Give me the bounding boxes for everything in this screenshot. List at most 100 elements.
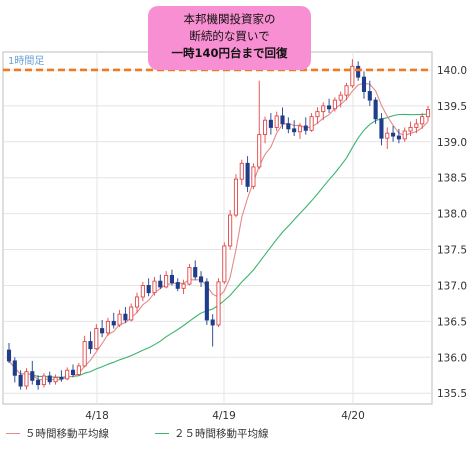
candle-body	[315, 111, 320, 118]
candle-body	[47, 375, 52, 383]
candle-body	[350, 65, 355, 87]
candle-body	[70, 369, 76, 375]
plot-background	[2, 51, 433, 405]
callout-line-2: 断続的な買いで	[189, 29, 270, 43]
candle-body	[367, 91, 372, 101]
x-tick-label: 4/18	[85, 410, 109, 422]
candle-body	[24, 371, 29, 387]
y-tick-label: 139.0	[437, 137, 467, 149]
candle-body	[140, 285, 145, 298]
candle-body	[332, 99, 337, 110]
x-tick-label: 4/20	[341, 410, 365, 422]
candle-body	[12, 360, 17, 376]
candle-body	[379, 118, 384, 139]
candle-body	[251, 166, 256, 187]
y-tick-label: 140.0	[437, 65, 467, 77]
candle-body	[164, 274, 169, 288]
candle-body	[233, 178, 239, 216]
candle-body	[210, 319, 215, 326]
candle-body	[53, 376, 58, 383]
candle-body	[6, 349, 12, 362]
x-tick-labels: 4/18 4/19 4/20	[85, 410, 365, 422]
y-tick-labels: 135.5 136.0 136.5 137.0 137.5 138.0 138.5 139.0…	[437, 65, 467, 400]
candle-body	[356, 65, 361, 78]
legend-label-ma5: ５時間移動平均線	[25, 428, 109, 440]
candle-body	[321, 105, 326, 113]
y-tick-label: 137.0	[437, 280, 467, 292]
candle-body	[309, 116, 314, 131]
candle-body	[100, 328, 105, 334]
candle-body	[146, 285, 151, 294]
candle-body	[123, 313, 128, 321]
candle-body	[268, 119, 273, 128]
y-tick-label: 138.0	[437, 209, 467, 221]
candle-body	[396, 135, 401, 140]
candle-body	[88, 341, 93, 350]
candle-body	[41, 375, 46, 386]
candle-body	[117, 313, 122, 326]
candle-body	[245, 162, 250, 187]
candle-body	[65, 369, 70, 380]
candle-body	[263, 119, 268, 136]
candle-body	[338, 94, 343, 101]
candle-body	[18, 374, 23, 387]
y-tick-label: 136.0	[437, 352, 467, 364]
candle-body	[76, 365, 81, 375]
candle-body	[204, 281, 209, 321]
candle-body	[344, 85, 349, 96]
candles	[6, 59, 431, 390]
candle-body	[187, 267, 192, 285]
y-tick-label: 137.5	[437, 245, 467, 257]
candle-body	[36, 379, 41, 386]
candle-body	[129, 306, 134, 321]
legend: ５時間移動平均線 ２５時間移動平均線	[6, 426, 269, 441]
candle-body	[391, 132, 396, 137]
candle-body	[280, 115, 285, 125]
candle-body	[181, 283, 186, 289]
candle-body	[408, 126, 413, 132]
y-tick-label: 135.5	[437, 388, 467, 400]
timeframe-label: 1時間足	[8, 55, 44, 67]
candle-body	[59, 376, 64, 380]
candle-body	[134, 296, 140, 308]
candle-body	[30, 371, 35, 381]
candle-body	[198, 276, 204, 283]
candle-body	[385, 132, 390, 139]
candle-body	[158, 280, 163, 288]
candle-body	[297, 125, 303, 133]
annotation-callout: 本邦機関投資家の 断続的な買いで 一時140円台まで回復	[148, 6, 311, 70]
candle-body	[402, 130, 407, 140]
candle-body	[222, 245, 227, 283]
y-tick-label: 138.5	[437, 173, 467, 185]
candle-body	[420, 116, 425, 125]
callout-line-3: 一時140円台まで回復	[171, 46, 288, 60]
legend-swatch-ma5	[6, 433, 20, 434]
legend-label-ma25: ２５時間移動平均線	[174, 428, 269, 440]
candle-body	[361, 76, 367, 92]
candle-body	[239, 162, 244, 180]
candle-body	[373, 99, 378, 120]
candle-body	[82, 341, 87, 367]
candle-body	[169, 274, 174, 284]
candle-body	[105, 320, 110, 334]
candle-body	[257, 134, 262, 168]
candle-body	[292, 128, 297, 133]
y-tick-label: 139.5	[437, 101, 467, 113]
candle-body	[303, 125, 308, 131]
candle-body	[286, 123, 291, 130]
candle-body	[216, 281, 221, 326]
candle-body	[414, 123, 419, 128]
legend-swatch-ma25	[155, 433, 169, 434]
callout-line-1: 本邦機関投資家の	[183, 12, 276, 26]
candle-body	[425, 109, 431, 118]
legend-item-ma5: ５時間移動平均線	[6, 426, 109, 441]
candle-body	[193, 267, 198, 278]
candle-body	[152, 280, 157, 294]
x-tick-label: 4/19	[212, 410, 236, 422]
candle-body	[274, 115, 279, 128]
candle-body	[175, 282, 180, 289]
y-tick-label: 136.5	[437, 316, 467, 328]
candle-body	[111, 320, 116, 326]
